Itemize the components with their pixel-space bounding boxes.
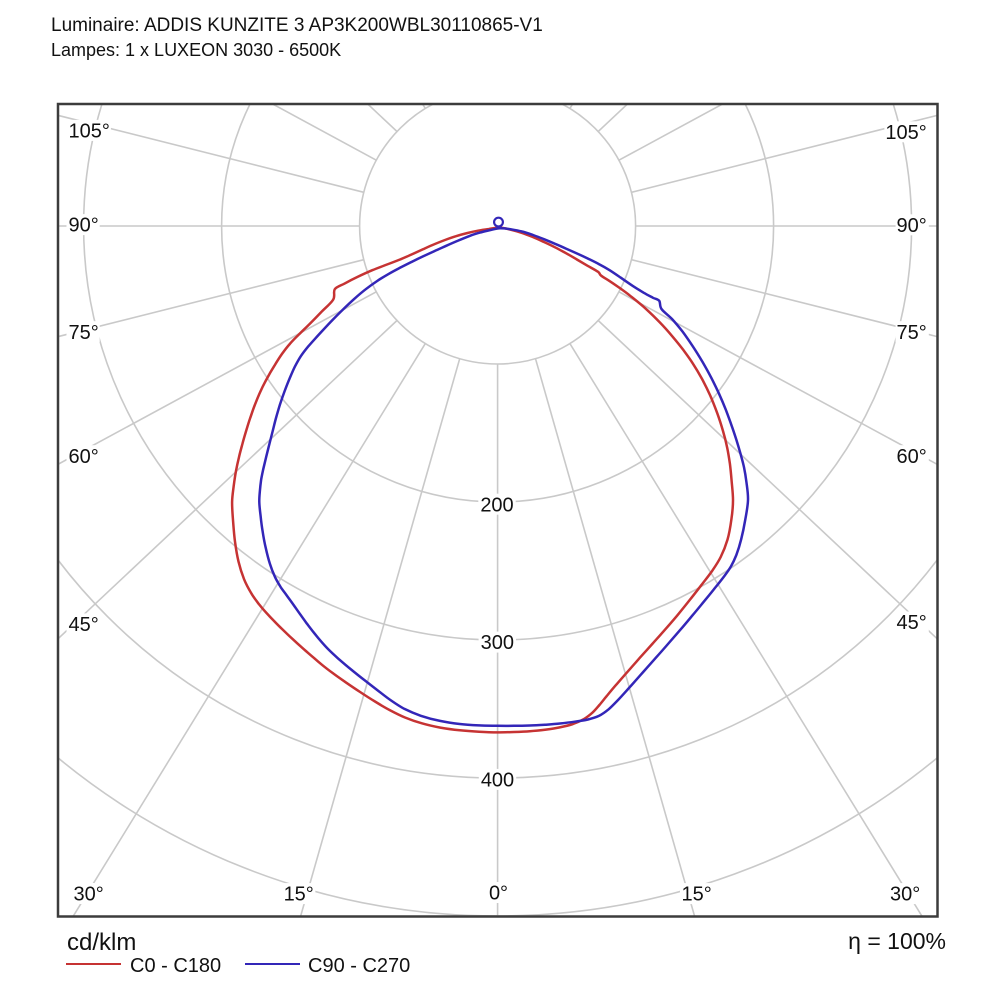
svg-text:45°: 45° bbox=[897, 612, 927, 634]
svg-text:30°: 30° bbox=[74, 884, 104, 906]
svg-text:15°: 15° bbox=[681, 884, 711, 906]
svg-text:105°: 105° bbox=[69, 121, 110, 143]
svg-text:90°: 90° bbox=[897, 215, 927, 237]
svg-text:60°: 60° bbox=[897, 446, 927, 468]
svg-text:75°: 75° bbox=[897, 322, 927, 344]
svg-text:15°: 15° bbox=[284, 884, 314, 906]
svg-text:300: 300 bbox=[481, 632, 514, 654]
svg-text:45°: 45° bbox=[69, 614, 99, 636]
svg-text:60°: 60° bbox=[69, 446, 99, 468]
svg-text:90°: 90° bbox=[69, 215, 99, 237]
svg-text:105°: 105° bbox=[885, 122, 926, 144]
svg-text:75°: 75° bbox=[69, 322, 99, 344]
svg-text:400: 400 bbox=[481, 770, 514, 792]
svg-text:30°: 30° bbox=[890, 884, 920, 906]
svg-text:0°: 0° bbox=[489, 883, 508, 905]
svg-text:200: 200 bbox=[480, 494, 513, 516]
